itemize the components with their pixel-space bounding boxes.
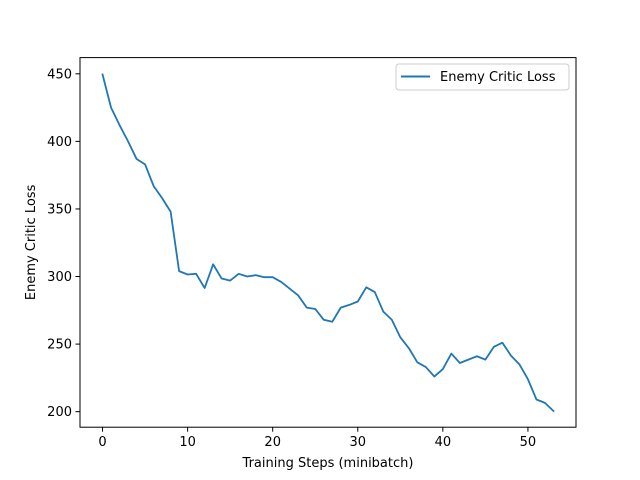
- x-tick-label: 20: [264, 435, 281, 450]
- y-tick-label: 400: [47, 135, 72, 150]
- plot-area: [101, 73, 555, 413]
- x-tick-label: 0: [98, 435, 106, 450]
- y-tick-label: 350: [47, 202, 72, 217]
- x-tick-label: 30: [350, 435, 367, 450]
- y-tick-label: 250: [47, 338, 72, 353]
- x-tick-label: 40: [435, 435, 452, 450]
- y-tick-label: 300: [47, 270, 72, 285]
- y-axis: 200 250 300 350 400 450: [47, 67, 80, 420]
- x-axis: 0 10 20 30 40 50: [98, 427, 536, 450]
- plot-frame: [79, 57, 577, 428]
- y-tick-label: 200: [47, 405, 72, 420]
- y-axis-label: Enemy Critic Loss: [24, 184, 39, 300]
- legend: Enemy Critic Loss: [395, 63, 570, 91]
- legend-box: [395, 63, 570, 91]
- y-tick-label: 450: [47, 67, 72, 82]
- legend-entry-label: Enemy Critic Loss: [440, 70, 556, 85]
- x-tick-label: 50: [520, 435, 537, 450]
- x-tick-label: 10: [179, 435, 196, 450]
- x-axis-label: Training Steps (minibatch): [242, 456, 414, 471]
- series-line-enemy-critic-loss: [101, 73, 555, 413]
